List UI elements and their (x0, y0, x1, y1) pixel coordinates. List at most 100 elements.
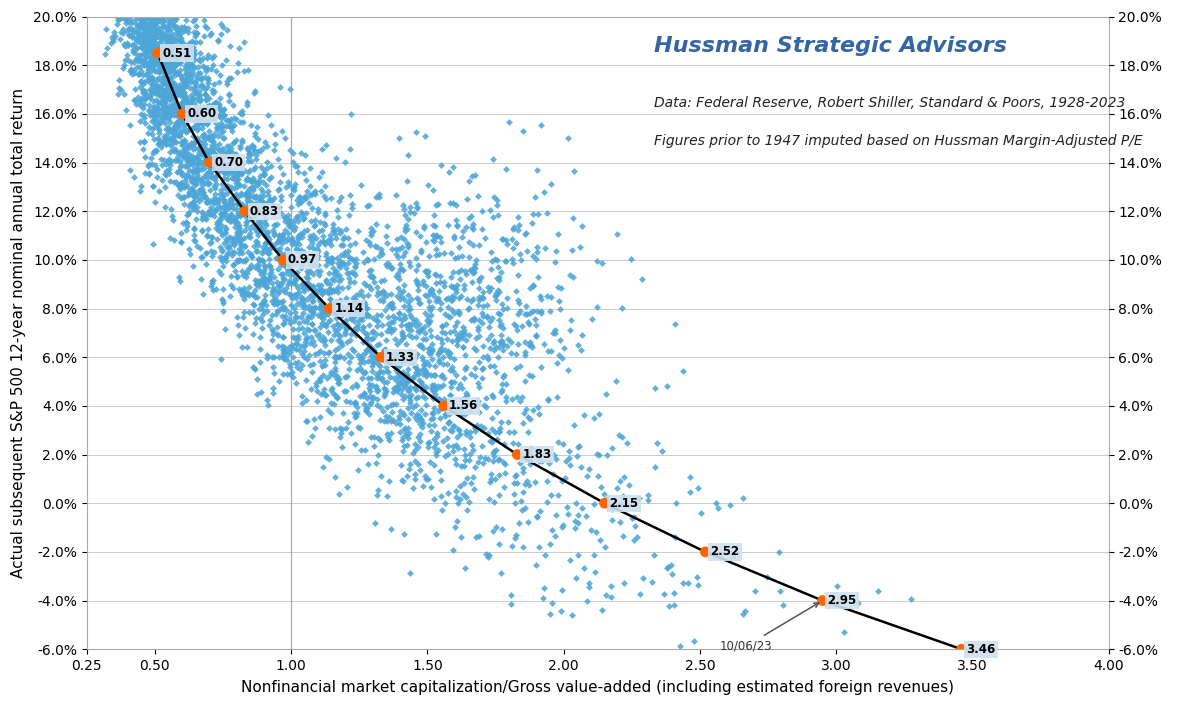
Point (232, 239, 251, 251)
Point (252, 255, 271, 266)
Point (148, 80, 167, 91)
Point (266, 220, 285, 231)
Point (179, 198, 199, 210)
Point (255, 169, 274, 181)
Point (488, 455, 507, 466)
Point (480, 321, 499, 333)
Point (178, 103, 197, 114)
Point (463, 445, 482, 456)
Point (433, 326, 452, 337)
Point (110, 8, 129, 19)
Point (169, 116, 188, 127)
Point (240, 259, 260, 270)
Point (256, 207, 275, 218)
Point (574, 409, 593, 421)
Point (189, 157, 208, 168)
Point (530, 542, 549, 553)
Point (244, 328, 263, 340)
Point (232, 159, 251, 170)
Point (152, 61, 171, 73)
Point (152, 138, 171, 150)
Point (469, 294, 488, 306)
Point (167, 54, 187, 66)
Point (306, 302, 325, 313)
Point (166, 40, 185, 51)
Point (185, 76, 205, 88)
Point (315, 383, 334, 395)
Point (506, 533, 525, 544)
Point (279, 176, 298, 188)
Point (212, 118, 231, 129)
Point (141, 92, 160, 103)
Point (299, 242, 318, 253)
Point (201, 156, 220, 167)
Point (330, 322, 349, 333)
Point (190, 36, 209, 47)
Point (145, 38, 164, 49)
Point (163, 144, 182, 155)
Point (181, 49, 200, 61)
Point (356, 404, 376, 415)
Point (446, 459, 465, 470)
Point (458, 193, 477, 205)
Point (160, 175, 179, 186)
Point (163, 6, 182, 17)
Point (176, 50, 195, 61)
Point (251, 332, 270, 343)
Point (309, 245, 328, 256)
Point (150, 50, 169, 61)
Point (142, 33, 161, 44)
Point (203, 159, 222, 170)
Point (415, 222, 434, 233)
Point (559, 365, 578, 376)
Point (425, 290, 444, 301)
Point (170, 86, 189, 97)
Point (159, 57, 178, 68)
Point (263, 387, 282, 398)
Point (245, 208, 264, 220)
Point (520, 318, 539, 330)
Point (441, 424, 460, 436)
Point (421, 457, 440, 468)
Point (163, 87, 182, 98)
Point (423, 385, 443, 397)
Point (366, 517, 385, 529)
Point (425, 380, 444, 391)
Point (435, 309, 454, 320)
Point (251, 161, 270, 172)
Point (377, 258, 396, 270)
Point (177, 220, 196, 232)
Point (353, 299, 372, 311)
Point (232, 208, 251, 219)
Point (342, 198, 361, 209)
Point (134, 69, 153, 80)
Point (350, 422, 370, 433)
Point (432, 491, 451, 502)
Point (172, 138, 191, 149)
Point (251, 195, 270, 206)
Point (464, 312, 483, 323)
Point (429, 248, 448, 259)
Point (199, 77, 218, 88)
Point (309, 260, 328, 271)
Point (364, 391, 383, 402)
Point (432, 475, 451, 486)
Point (507, 349, 526, 360)
Point (372, 287, 391, 299)
Point (194, 52, 213, 64)
Point (289, 246, 309, 257)
Point (201, 184, 220, 195)
Point (361, 385, 380, 396)
Point (244, 175, 263, 186)
Point (286, 179, 305, 190)
Point (210, 189, 230, 200)
Point (161, 155, 181, 166)
Point (129, 9, 148, 20)
Text: 10/06/23: 10/06/23 (720, 603, 819, 652)
Point (261, 196, 280, 207)
Point (541, 609, 560, 620)
Point (303, 318, 322, 330)
Point (155, 78, 175, 89)
Point (238, 263, 257, 274)
Point (167, 59, 187, 70)
